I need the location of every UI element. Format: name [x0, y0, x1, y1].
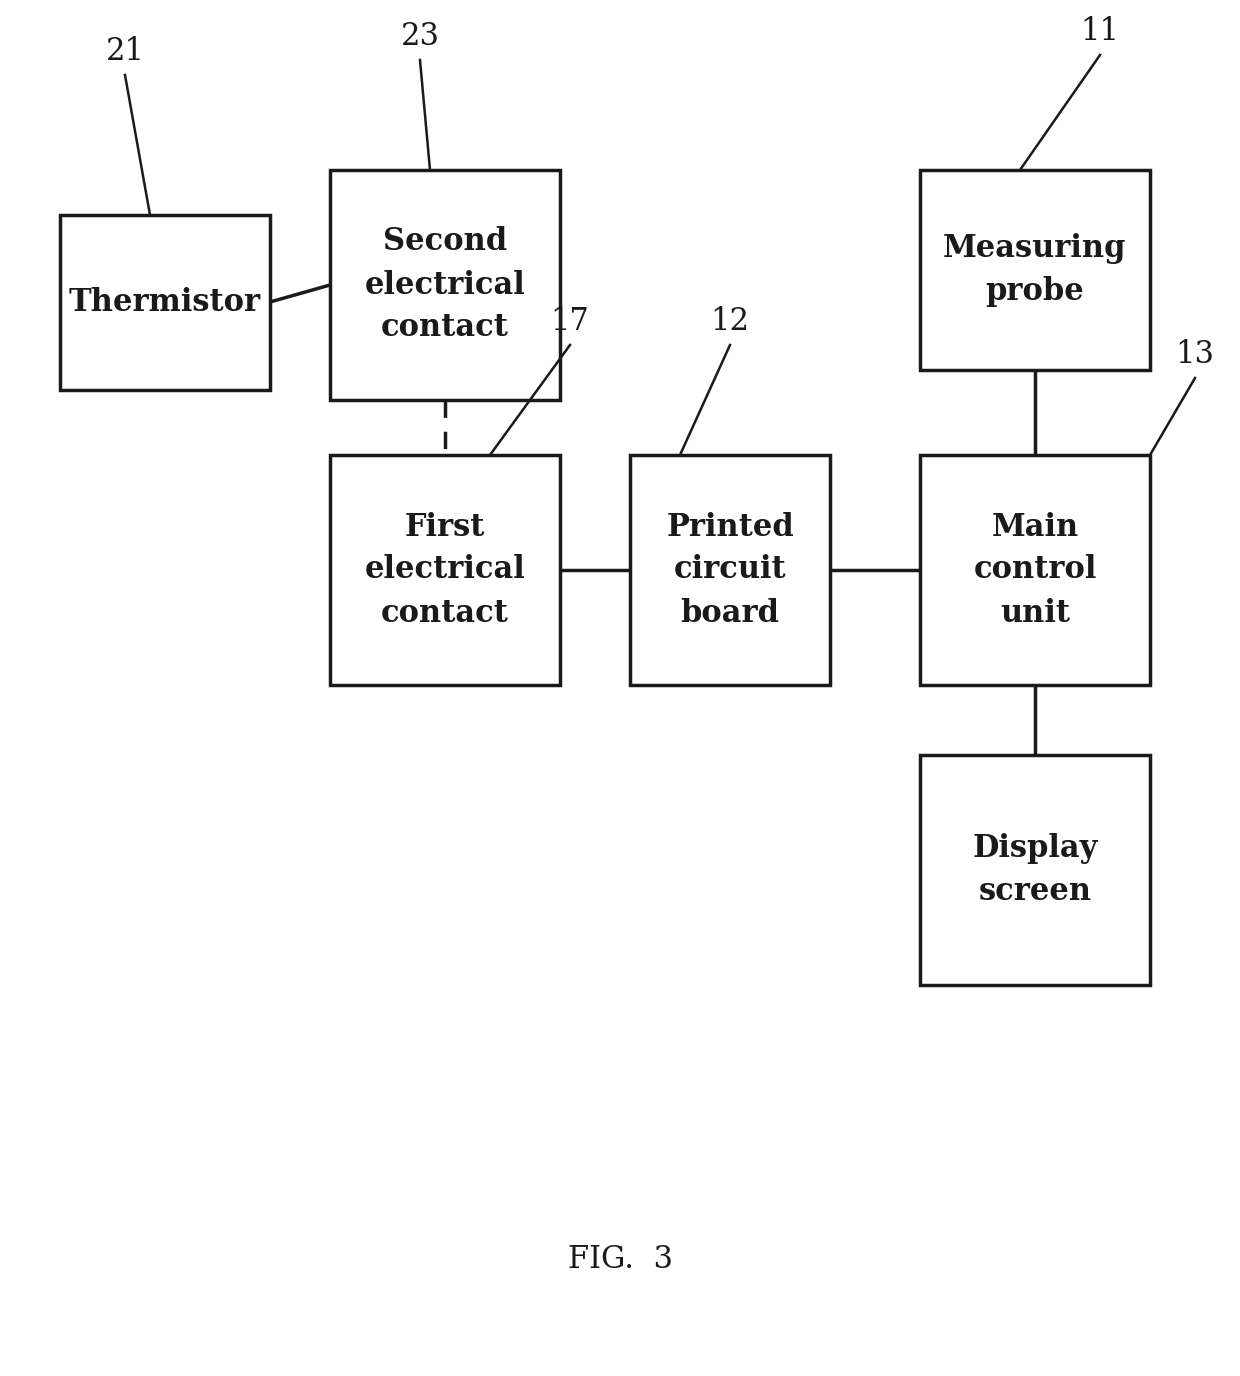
Text: 23: 23: [401, 21, 439, 52]
Bar: [330, 171, 560, 400]
Text: Main
control
unit: Main control unit: [973, 512, 1096, 629]
Text: FIG.  3: FIG. 3: [568, 1244, 672, 1276]
Text: Thermistor: Thermistor: [69, 288, 262, 318]
Bar: [920, 455, 1149, 685]
Text: 21: 21: [105, 36, 145, 67]
Text: 12: 12: [711, 305, 749, 337]
Text: Printed
circuit
board: Printed circuit board: [666, 512, 794, 629]
Text: Measuring
probe: Measuring probe: [944, 233, 1127, 307]
Text: 11: 11: [1080, 17, 1120, 47]
Bar: [920, 755, 1149, 985]
Text: Second
electrical
contact: Second electrical contact: [365, 227, 526, 344]
Text: First
electrical
contact: First electrical contact: [365, 512, 526, 629]
Text: 17: 17: [551, 305, 589, 337]
Bar: [60, 215, 270, 389]
Text: Display
screen: Display screen: [972, 832, 1097, 907]
Bar: [630, 455, 830, 685]
Text: 13: 13: [1176, 338, 1214, 370]
Bar: [330, 455, 560, 685]
Bar: [920, 171, 1149, 370]
